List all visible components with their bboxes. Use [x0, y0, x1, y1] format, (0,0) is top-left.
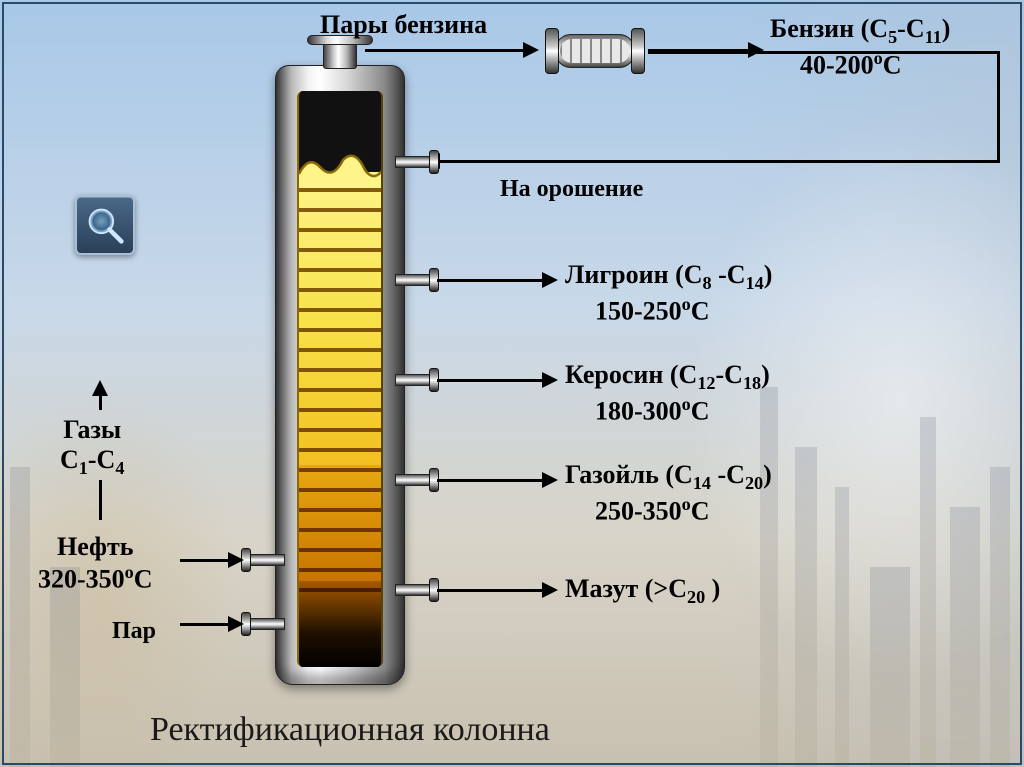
- label-steam-in: Пар: [112, 618, 156, 646]
- label-gazoil-line1: Газойль (C14 -C20): [565, 460, 772, 489]
- label-kerosin-line2: 180-300oC: [565, 394, 770, 427]
- arrow-gases-shaft-upper: [99, 396, 102, 410]
- nozzle-gazoil: [395, 468, 435, 492]
- reflux-line-h2: [437, 160, 1000, 163]
- nozzle-reflux: [395, 150, 435, 174]
- distillation-column: [275, 65, 405, 685]
- background-silhouette: [0, 367, 1024, 767]
- diagram-title: Ректификационная колонна: [150, 711, 550, 749]
- nozzle-oil-in: [245, 548, 285, 572]
- label-ligroin-line2: 150-250oC: [565, 294, 772, 327]
- nozzle-ligroin: [395, 268, 435, 292]
- label-ligroin-line1: Лигроин (C8 -C14): [565, 260, 772, 289]
- label-kerosin: Керосин (C12-C18) 180-300oC: [565, 360, 770, 427]
- label-gases-line1: Газы: [63, 415, 121, 444]
- nozzle-mazut: [395, 578, 435, 602]
- label-mazut: Мазут (>C20 ): [565, 574, 720, 608]
- liquid-edge: [299, 148, 383, 188]
- label-reflux: На орошение: [500, 176, 643, 204]
- label-benzin-line1: Бензин (C5-C11): [770, 14, 950, 43]
- label-gazoil-line2: 250-350oC: [565, 494, 772, 527]
- reflux-line-h1: [648, 51, 1000, 54]
- label-gases: Газы C1-C4: [60, 415, 124, 479]
- label-vapor: Пары бензина: [320, 10, 487, 40]
- nozzle-steam-in: [245, 612, 285, 636]
- trays: [299, 172, 381, 598]
- label-oil-in: Нефть 320-350oC: [38, 532, 153, 594]
- label-gases-line2: C1-C4: [60, 445, 124, 479]
- label-kerosin-line1: Керосин (C12-C18): [565, 360, 770, 389]
- magnifier-icon[interactable]: [75, 195, 135, 255]
- label-oil-line1: Нефть: [57, 532, 134, 561]
- label-benzin: Бензин (C5-C11) 40-200oC: [770, 14, 950, 81]
- reflux-line-v: [997, 51, 1000, 163]
- label-oil-line2: 320-350oC: [38, 562, 153, 595]
- label-ligroin: Лигроин (C8 -C14) 150-250oC: [565, 260, 772, 327]
- label-gazoil: Газойль (C14 -C20) 250-350oC: [565, 460, 772, 527]
- condenser: [545, 28, 645, 74]
- column-top-cap: [313, 35, 367, 69]
- nozzle-kerosin: [395, 368, 435, 392]
- column-cutaway: [297, 91, 383, 667]
- arrow-gases-shaft-lower: [99, 480, 102, 520]
- label-mazut-line1: Мазут (>C20 ): [565, 574, 720, 603]
